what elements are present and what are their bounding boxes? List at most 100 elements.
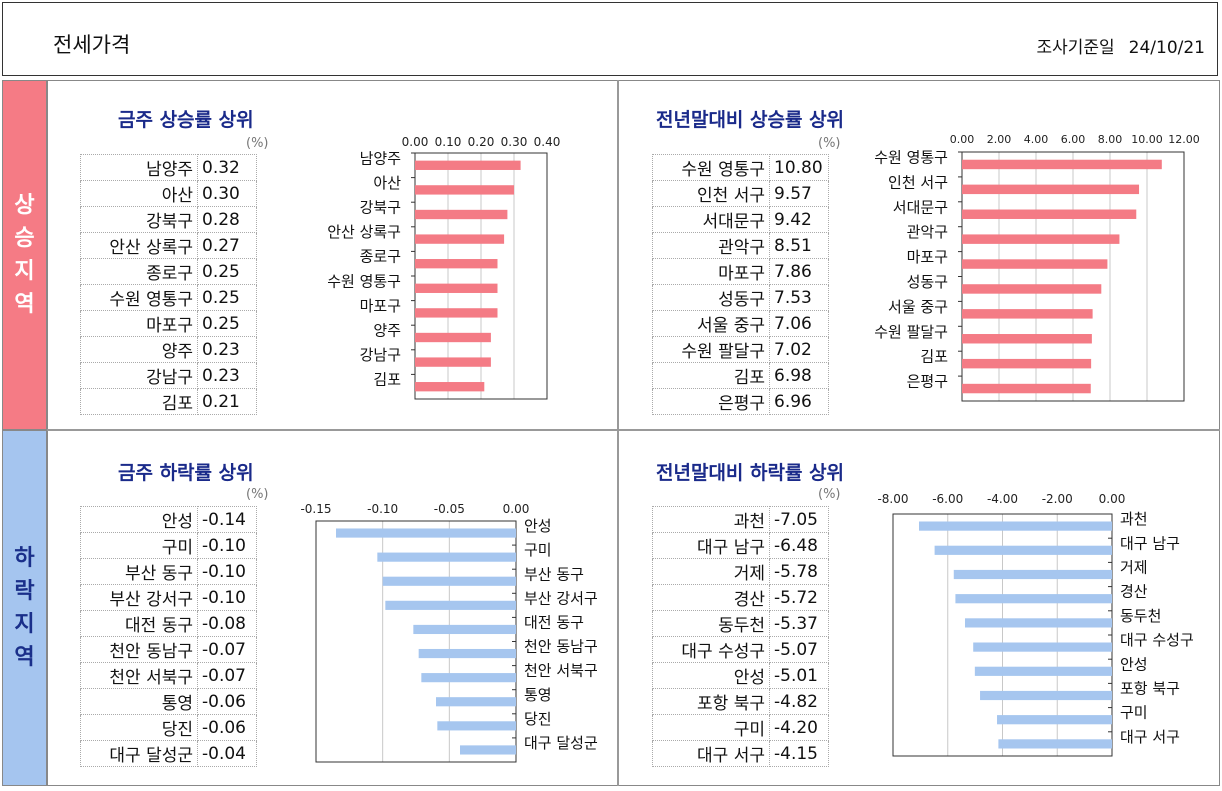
rate-value: -7.05 <box>769 506 829 533</box>
table-row: 수원 팔달구 7.02 <box>652 336 829 363</box>
rate-value: 0.25 <box>197 284 257 311</box>
unit-label: (%) <box>818 136 841 151</box>
region-name: 천안 동남구 <box>80 636 198 663</box>
region-name: 아산 <box>80 180 198 207</box>
rate-value: -4.15 <box>769 740 829 767</box>
rate-value: -5.78 <box>769 558 829 585</box>
region-name: 천안 서북구 <box>80 662 198 689</box>
table-row: 아산 0.30 <box>80 180 257 207</box>
data-table: 수원 영통구 10.80 인천 서구 9.57 서대문구 9.42 관악구 8.51 마포구 7.… <box>652 154 829 415</box>
region-name: 종로구 <box>80 258 198 285</box>
table-row: 서대문구 9.42 <box>652 206 829 233</box>
rate-value: 0.23 <box>197 336 257 363</box>
band-falling: 하락지역 <box>2 430 47 786</box>
table-row: 대구 남구 -6.48 <box>652 532 829 559</box>
table-row: 서울 중구 7.06 <box>652 310 829 337</box>
region-name: 강북구 <box>80 206 198 233</box>
region-name: 대구 남구 <box>652 532 770 559</box>
table-row: 안성 -5.01 <box>652 662 829 689</box>
table-row: 구미 -0.10 <box>80 532 257 559</box>
table-row: 천안 서북구 -0.07 <box>80 662 257 689</box>
region-name: 경산 <box>652 584 770 611</box>
region-name: 인천 서구 <box>652 180 770 207</box>
region-name: 부산 동구 <box>80 558 198 585</box>
unit-label: (%) <box>246 136 269 151</box>
region-name: 동두천 <box>652 610 770 637</box>
region-name: 안성 <box>652 662 770 689</box>
band-falling-label: 하락지역 <box>14 546 35 670</box>
region-name: 당진 <box>80 714 198 741</box>
table-row: 경산 -5.72 <box>652 584 829 611</box>
table-row: 천안 동남구 -0.07 <box>80 636 257 663</box>
rate-value: -0.04 <box>197 740 257 767</box>
region-name: 남양주 <box>80 154 198 181</box>
table-row: 강남구 0.23 <box>80 362 257 389</box>
region-name: 관악구 <box>652 232 770 259</box>
rate-value: 7.86 <box>769 258 829 285</box>
region-name: 구미 <box>652 714 770 741</box>
region-name: 대구 달성군 <box>80 740 198 767</box>
divider-horizontal <box>47 429 1220 431</box>
region-name: 서울 중구 <box>652 310 770 337</box>
data-table: 안성 -0.14 구미 -0.10 부산 동구 -0.10 부산 강서구 -0.10 대전 동구… <box>80 506 257 767</box>
table-row: 안산 상록구 0.27 <box>80 232 257 259</box>
table-row: 대전 동구 -0.08 <box>80 610 257 637</box>
table-row: 동두천 -5.37 <box>652 610 829 637</box>
rate-value: 9.57 <box>769 180 829 207</box>
rate-value: -4.82 <box>769 688 829 715</box>
rate-value: 8.51 <box>769 232 829 259</box>
rate-value: -5.01 <box>769 662 829 689</box>
table-row: 성동구 7.53 <box>652 284 829 311</box>
chart-title: 전년말대비 하락률 상위 <box>656 462 845 484</box>
region-name: 대구 서구 <box>652 740 770 767</box>
survey-date-label: 조사기준일 <box>1036 38 1115 58</box>
rate-value: 6.98 <box>769 362 829 389</box>
region-name: 부산 강서구 <box>80 584 198 611</box>
table-row: 부산 강서구 -0.10 <box>80 584 257 611</box>
rate-value: 7.06 <box>769 310 829 337</box>
table-row: 당진 -0.06 <box>80 714 257 741</box>
region-name: 김포 <box>80 388 198 415</box>
table-row: 종로구 0.25 <box>80 258 257 285</box>
region-name: 구미 <box>80 532 198 559</box>
table-row: 부산 동구 -0.10 <box>80 558 257 585</box>
rate-value: -0.10 <box>197 532 257 559</box>
table-row: 거제 -5.78 <box>652 558 829 585</box>
rate-value: 0.23 <box>197 362 257 389</box>
region-name: 대전 동구 <box>80 610 198 637</box>
region-name: 마포구 <box>80 310 198 337</box>
region-name: 안성 <box>80 506 198 533</box>
table-row: 마포구 0.25 <box>80 310 257 337</box>
rate-value: 9.42 <box>769 206 829 233</box>
rate-value: 0.32 <box>197 154 257 181</box>
rate-value: -0.07 <box>197 662 257 689</box>
rate-value: 7.53 <box>769 284 829 311</box>
table-row: 양주 0.23 <box>80 336 257 363</box>
table-row: 구미 -4.20 <box>652 714 829 741</box>
table-row: 김포 0.21 <box>80 388 257 415</box>
region-name: 마포구 <box>652 258 770 285</box>
table-row: 남양주 0.32 <box>80 154 257 181</box>
region-name: 수원 영통구 <box>652 154 770 181</box>
table-row: 대구 달성군 -0.04 <box>80 740 257 767</box>
rate-value: -0.07 <box>197 636 257 663</box>
chart-title: 전년말대비 상승률 상위 <box>656 109 845 131</box>
chart-title: 금주 하락률 상위 <box>118 462 254 484</box>
table-row: 강북구 0.28 <box>80 206 257 233</box>
rate-value: -5.07 <box>769 636 829 663</box>
rate-value: -0.14 <box>197 506 257 533</box>
region-name: 서대문구 <box>652 206 770 233</box>
rate-value: -0.06 <box>197 688 257 715</box>
region-name: 포항 북구 <box>652 688 770 715</box>
region-name: 과천 <box>652 506 770 533</box>
rate-value: 0.25 <box>197 258 257 285</box>
rate-value: -0.08 <box>197 610 257 637</box>
data-table: 남양주 0.32 아산 0.30 강북구 0.28 안산 상록구 0.27 종로구 0.25 수원 … <box>80 154 257 415</box>
unit-label: (%) <box>818 487 841 502</box>
table-row: 은평구 6.96 <box>652 388 829 415</box>
unit-label: (%) <box>246 487 269 502</box>
rate-value: -4.20 <box>769 714 829 741</box>
rate-value: -0.10 <box>197 558 257 585</box>
band-rising-label: 상승지역 <box>14 193 35 317</box>
table-row: 포항 북구 -4.82 <box>652 688 829 715</box>
